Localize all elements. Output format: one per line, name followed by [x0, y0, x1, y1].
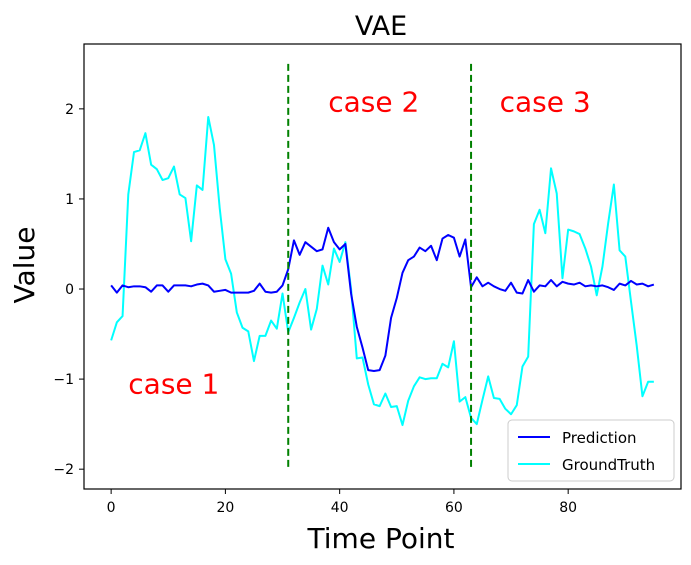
- vline-layer: [287, 63, 473, 470]
- x-tick-label: 0: [107, 500, 116, 516]
- legend-box: [507, 419, 675, 482]
- y-axis-label: Value: [8, 227, 41, 304]
- legend-label-groundtruth: GroundTruth: [562, 456, 655, 474]
- plot-frame: [83, 43, 682, 490]
- series-line-groundtruth: [110, 115, 654, 427]
- annotation-layer: case 1 case 2 case 3: [128, 86, 590, 401]
- x-tick-label: 20: [216, 500, 234, 516]
- y-tick-label: −2: [53, 462, 74, 478]
- x-axis-ticks: 0 20 40 60 80: [107, 489, 577, 516]
- y-tick-label: 0: [65, 282, 74, 298]
- plot-area: case 1 case 2 case 3: [110, 63, 655, 470]
- y-tick-label: 1: [65, 192, 74, 208]
- series-layer: [110, 115, 655, 427]
- x-tick-label: 40: [331, 500, 349, 516]
- case-annotation: case 2: [328, 86, 419, 119]
- y-tick-label: 2: [65, 102, 74, 118]
- legend: Prediction GroundTruth: [507, 419, 675, 482]
- chart-title: VAE: [355, 11, 407, 42]
- y-tick-label: −1: [53, 372, 74, 388]
- x-tick-label: 80: [559, 500, 577, 516]
- series-line-prediction: [110, 226, 655, 372]
- legend-label-prediction: Prediction: [562, 429, 637, 447]
- x-tick-label: 60: [445, 500, 463, 516]
- case-annotation: case 1: [128, 368, 219, 401]
- y-axis-ticks: −2 −1 0 1 2: [53, 102, 84, 478]
- x-axis-label: Time Point: [307, 522, 455, 555]
- case-annotation: case 3: [500, 86, 591, 119]
